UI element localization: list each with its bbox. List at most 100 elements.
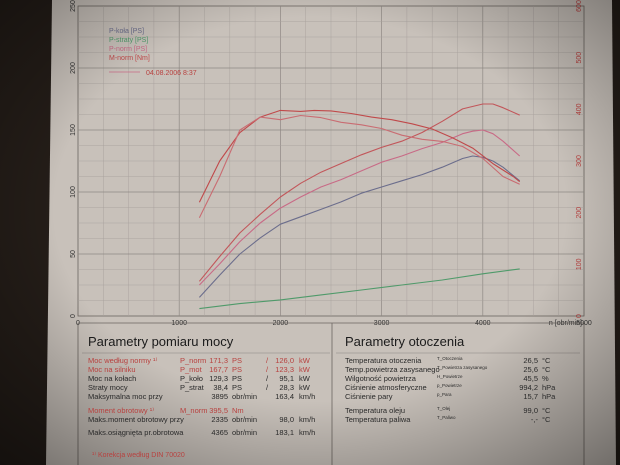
row-value-2: 123,3	[275, 365, 294, 374]
row-value-2: 28,3	[279, 383, 294, 392]
y-left-tick-label: 200	[70, 62, 77, 74]
row-value-1: 167,7	[209, 365, 228, 374]
row-label: Temp.powietrza zasysanego	[345, 365, 440, 374]
row-label: Temperatura oleju	[345, 406, 406, 415]
row-symbol: P_norm	[180, 356, 207, 365]
environment-row: Temperatura oleju T_Olej 99,0 °C	[345, 406, 580, 416]
legend-item: P-straty [PS]	[109, 37, 148, 44]
measurement-row: Maksymalna moc przy 3895 obr/min 163,4 km/h	[88, 392, 328, 402]
y-right-tick-label: 400	[576, 103, 583, 115]
row-unit-2: kW	[299, 365, 310, 374]
measurement-row: Straty mocy P_strat 38,4 PS / 28,3 kW	[88, 383, 328, 393]
panel-measurement-title: Parametry pomiaru mocy	[88, 334, 234, 349]
chart-grid	[78, 6, 584, 316]
y-left-tick-label: 150	[70, 124, 77, 136]
row-unit: hPa	[542, 392, 556, 401]
y-left-tick-label: 250	[70, 0, 77, 12]
y-right-tick-label: 500	[576, 52, 583, 64]
measurement-row: Moc według normy ¹⁾ P_norm 171,3 PS / 126,0 kW	[88, 356, 328, 366]
row-unit: %	[542, 374, 549, 383]
x-tick-label: 4000	[475, 320, 491, 327]
legend-item: P-norm [PS]	[109, 46, 147, 53]
row-label: Moment obrotowy ¹⁾	[88, 406, 155, 415]
row-value-2: 163,4	[275, 392, 294, 401]
y-left-tick-label: 0	[70, 314, 77, 318]
environment-row: Wilgotność powietrza H_Powietrze 45,5%	[345, 374, 580, 384]
panel-environment-title: Parametry otoczenia	[345, 334, 465, 349]
row-unit-1: PS	[232, 374, 243, 383]
row-label: Maks.osiągnięta pr.obrotowa	[88, 428, 184, 437]
environment-row: Ciśnienie pary p_Para 15,7 hPa	[345, 392, 580, 402]
panel-measurement: Parametry pomiaru mocy Moc według normy …	[88, 334, 328, 464]
row-label: Maksymalna moc przy	[88, 392, 163, 401]
row-separator: /	[266, 365, 269, 374]
row-label: Maks.moment obrotowy przy	[88, 415, 184, 424]
row-unit-1: PS	[232, 365, 243, 374]
environment-row: Temperatura paliwa T_Paliwo -,- °C	[345, 415, 580, 425]
row-value: -,-	[530, 415, 538, 424]
legend-item: M-norm [Nm]	[109, 55, 150, 62]
row-label: Moc na kołach	[88, 374, 137, 383]
y-left-tick-label: 100	[70, 186, 77, 198]
din-footnote: ¹⁾ Korekcja według DIN 70020	[92, 452, 185, 459]
row-separator: /	[266, 383, 269, 392]
row-symbol: T_Olej	[437, 406, 451, 411]
row-unit-2: kW	[299, 383, 310, 392]
x-axis-label: n [obr/min]	[549, 320, 582, 327]
measurement-row: Maks.moment obrotowy przy 2335 obr/min 98,0…	[88, 415, 328, 425]
row-value: 25,6	[523, 365, 538, 374]
row-unit-1: PS	[232, 356, 243, 365]
row-unit: °C	[542, 356, 551, 365]
y-right-tick-label: 200	[576, 207, 583, 219]
row-unit-2: kW	[299, 356, 310, 365]
row-value: 26,5	[523, 356, 538, 365]
row-unit: hPa	[542, 383, 556, 392]
row-value-2: 95,1	[279, 374, 294, 383]
row-unit-1: obr/min	[232, 392, 258, 401]
y-right-tick-label: 0	[576, 314, 583, 318]
row-unit-1: obr/min	[232, 428, 258, 437]
legend-item: P-koła [PS]	[109, 28, 144, 35]
row-unit-1: Nm	[232, 406, 244, 415]
row-value-2: 98,0	[279, 415, 294, 424]
row-value-1: 2335	[211, 415, 228, 424]
row-label: Moc według normy ¹⁾	[88, 356, 158, 365]
row-unit: °C	[542, 415, 551, 424]
row-label: Straty mocy	[88, 383, 128, 392]
y-right-tick-label: 300	[576, 155, 583, 167]
row-unit-2: km/h	[299, 392, 316, 401]
row-symbol: T_Powietrza zasysanego	[437, 365, 488, 370]
row-unit-2: kW	[299, 374, 310, 383]
row-label: Ciśnienie pary	[345, 392, 393, 401]
row-label: Ciśnienie atmosferyczne	[345, 383, 427, 392]
row-symbol: T_Otoczenia	[437, 356, 463, 361]
environment-row: Temp.powietrza zasysanego T_Powietrza zas…	[345, 365, 580, 375]
row-unit-2: km/h	[299, 428, 316, 437]
row-value-2: 183,1	[275, 428, 294, 437]
row-unit: °C	[542, 406, 551, 415]
row-value-1: 4365	[211, 428, 228, 437]
x-tick-label: 3000	[374, 320, 390, 327]
row-label: Temperatura otoczenia	[345, 356, 422, 365]
row-label: Wilgotność powietrza	[345, 374, 416, 383]
row-symbol: H_Powietrze	[437, 374, 463, 379]
row-value: 45,5	[523, 374, 538, 383]
y-left-tick-label: 50	[70, 250, 77, 258]
row-symbol: P_mot	[180, 365, 202, 374]
row-label: Moc na silniku	[88, 365, 136, 374]
row-value-1: 129,3	[209, 374, 228, 383]
measurement-row: Moment obrotowy ¹⁾ M_norm 395,5 Nm	[88, 406, 328, 416]
y-right-tick-label: 600	[576, 0, 583, 12]
row-value: 994,2	[519, 383, 538, 392]
legend-date: 04.08.2006 8:37	[146, 70, 197, 77]
row-symbol: T_Paliwo	[437, 415, 456, 420]
row-unit-1: obr/min	[232, 415, 258, 424]
row-separator: /	[266, 374, 269, 383]
x-tick-label: 1000	[171, 320, 187, 327]
row-value-1: 171,3	[209, 356, 228, 365]
row-unit-2: km/h	[299, 415, 316, 424]
row-label: Temperatura paliwa	[345, 415, 411, 424]
row-symbol: P_koło	[180, 374, 203, 383]
measurement-row: Maks.osiągnięta pr.obrotowa 4365 obr/min 18…	[88, 428, 328, 438]
row-unit: °C	[542, 365, 551, 374]
